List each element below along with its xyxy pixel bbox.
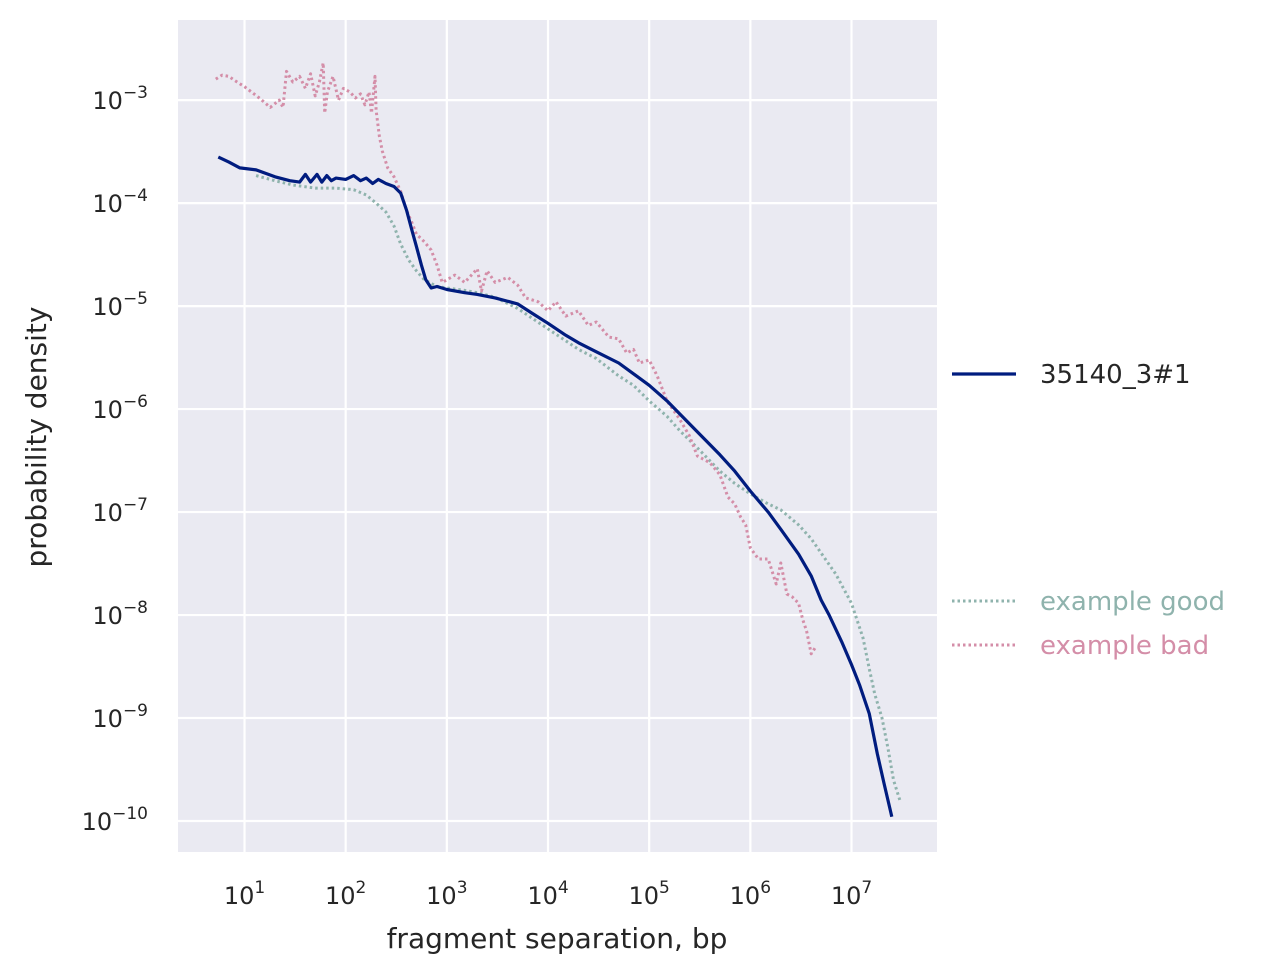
x-tick-labels: 101 102 103 104 105 106 107	[224, 878, 872, 910]
series-line-35140-3-1	[217, 155, 894, 818]
y-tick-label: 10−10	[82, 804, 148, 836]
y-tick-label: 10−3	[92, 83, 148, 115]
y-tick-label: 10−4	[92, 186, 148, 218]
y-tick-label: 10−7	[92, 495, 148, 527]
y-tick-label: 10−8	[92, 598, 148, 630]
x-tick-label: 102	[325, 878, 366, 910]
x-tick-label: 105	[628, 878, 669, 910]
y-tick-label: 10−6	[92, 392, 148, 424]
legend-label: example bad	[1040, 631, 1209, 661]
legend-label: example good	[1040, 587, 1225, 617]
x-axis-label: fragment separation, bp	[387, 922, 728, 955]
grid	[178, 20, 937, 852]
y-tick-label: 10−5	[92, 289, 148, 321]
x-tick-label: 106	[730, 878, 771, 910]
y-tick-label: 10−9	[92, 701, 148, 733]
y-tick-labels: 10−3 10−4 10−5 10−6 10−7 10−8 10−9 10−10	[82, 83, 148, 836]
legend-label: 35140_3#1	[1040, 360, 1191, 390]
x-tick-label: 103	[426, 878, 467, 910]
series-layer	[214, 61, 902, 818]
y-axis-label: probability density	[20, 307, 53, 568]
x-tick-label: 107	[831, 878, 872, 910]
x-tick-label: 104	[527, 878, 568, 910]
series-line-example-good	[255, 174, 902, 801]
series-line-example-bad	[214, 61, 818, 656]
x-tick-label: 101	[224, 878, 265, 910]
plot-area-background	[178, 20, 937, 852]
